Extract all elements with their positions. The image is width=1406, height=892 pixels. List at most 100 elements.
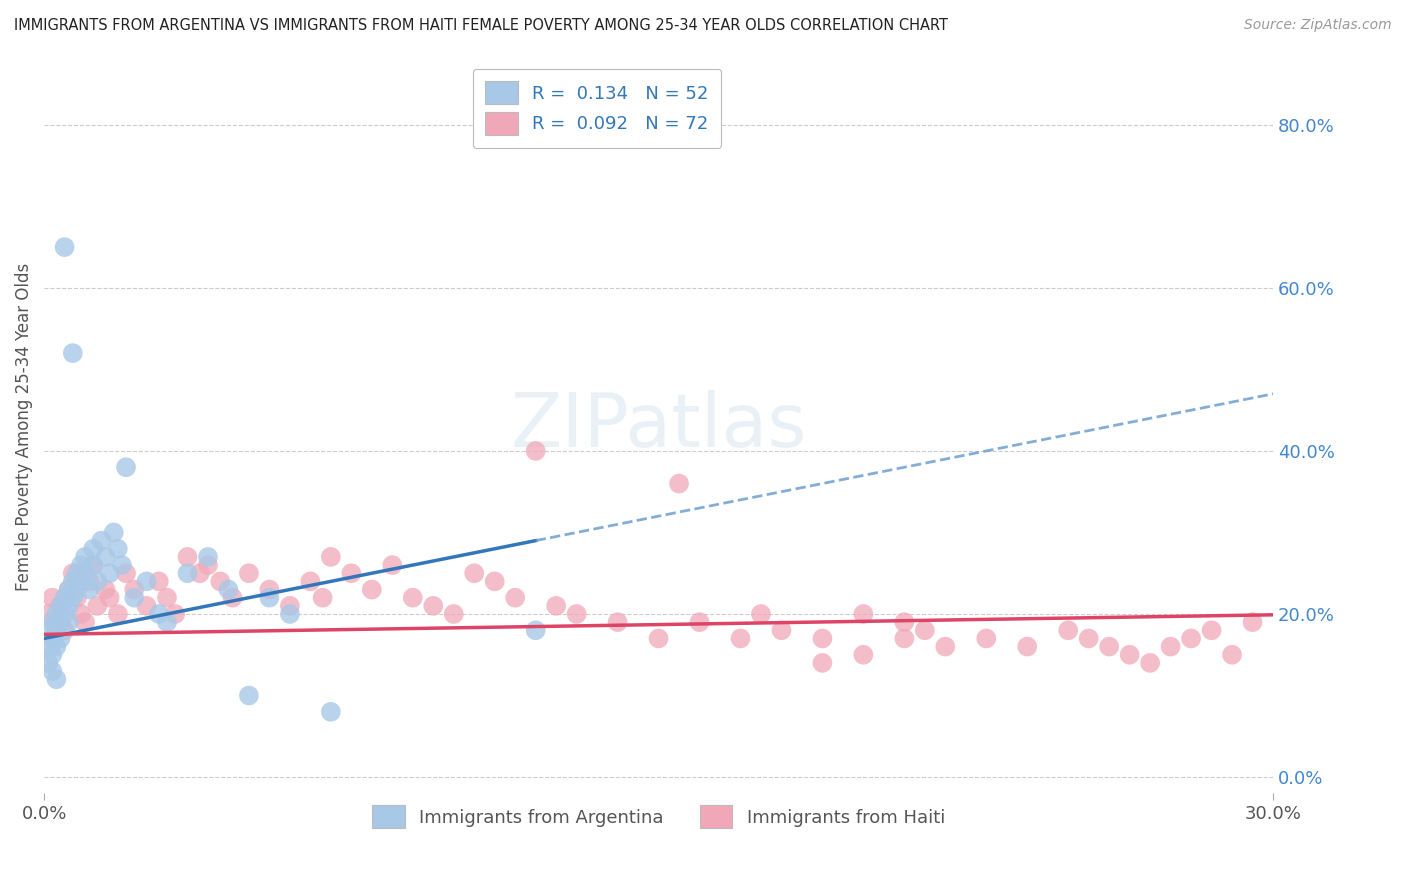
Point (75, 615, 97, 629)
Point (58, 615, 80, 629)
Point (238, 689, 260, 703)
Point (37, 640, 59, 654)
Point (70, 607, 93, 621)
Point (115, 460, 138, 475)
Point (1139, 656, 1161, 670)
Point (70, 574, 93, 589)
Point (41, 664, 63, 678)
Point (75, 549, 97, 564)
Point (1241, 615, 1264, 629)
Point (893, 615, 915, 629)
Point (524, 624, 547, 638)
Point (62, 574, 84, 589)
Point (148, 607, 170, 621)
Point (606, 615, 628, 629)
Point (730, 632, 752, 646)
Point (221, 591, 243, 605)
Point (135, 599, 157, 613)
Point (62, 346, 84, 360)
Point (49, 632, 72, 646)
Y-axis label: Female Poverty Among 25-34 Year Olds: Female Poverty Among 25-34 Year Olds (15, 262, 32, 591)
Point (1160, 640, 1182, 654)
Point (66, 591, 89, 605)
Point (402, 591, 425, 605)
Point (37, 656, 59, 670)
Point (176, 566, 198, 581)
Point (209, 574, 232, 589)
Point (41, 591, 63, 605)
Point (53, 607, 76, 621)
Point (381, 558, 404, 572)
Point (278, 599, 301, 613)
Point (49, 599, 72, 613)
Point (58, 582, 80, 597)
Point (41, 632, 63, 646)
Point (422, 599, 444, 613)
Point (360, 582, 382, 597)
Point (41, 615, 63, 629)
Point (1017, 640, 1039, 654)
Point (37, 624, 59, 638)
Point (107, 541, 129, 556)
Text: IMMIGRANTS FROM ARGENTINA VS IMMIGRANTS FROM HAITI FEMALE POVERTY AMONG 25-34 YE: IMMIGRANTS FROM ARGENTINA VS IMMIGRANTS … (14, 18, 948, 33)
Point (148, 574, 170, 589)
Point (122, 591, 145, 605)
Point (811, 656, 834, 670)
Point (299, 574, 322, 589)
Point (319, 705, 342, 719)
Point (176, 549, 198, 564)
Point (484, 574, 506, 589)
Point (77, 574, 100, 589)
Point (1118, 648, 1140, 662)
Point (111, 558, 134, 572)
Point (98, 566, 121, 581)
Point (53, 240, 76, 254)
Point (1077, 632, 1099, 646)
Point (86, 599, 108, 613)
Point (311, 591, 333, 605)
Point (103, 525, 125, 540)
Point (82, 558, 104, 572)
Point (503, 591, 526, 605)
Point (974, 632, 997, 646)
Point (86, 574, 108, 589)
Point (278, 607, 301, 621)
Text: Source: ZipAtlas.com: Source: ZipAtlas.com (1244, 18, 1392, 32)
Point (122, 582, 145, 597)
Point (70, 558, 93, 572)
Point (524, 444, 547, 458)
Point (58, 582, 80, 597)
Point (62, 566, 84, 581)
Point (90, 533, 112, 548)
Point (37, 607, 59, 621)
Point (668, 476, 690, 491)
Point (259, 591, 281, 605)
Point (340, 566, 363, 581)
Point (53, 624, 76, 638)
Point (319, 549, 342, 564)
Point (82, 558, 104, 572)
Point (107, 607, 129, 621)
Point (1098, 640, 1121, 654)
Point (94, 549, 117, 564)
Point (45, 624, 67, 638)
Point (115, 566, 138, 581)
Point (156, 615, 179, 629)
Point (58, 599, 80, 613)
Point (66, 566, 89, 581)
Point (238, 566, 260, 581)
Point (77, 582, 100, 597)
Point (647, 632, 669, 646)
Point (1057, 624, 1080, 638)
Point (770, 624, 793, 638)
Point (98, 591, 121, 605)
Point (94, 582, 117, 597)
Point (165, 607, 187, 621)
Point (62, 591, 84, 605)
Point (689, 615, 711, 629)
Point (1201, 624, 1223, 638)
Point (546, 599, 568, 613)
Point (45, 615, 67, 629)
Point (49, 615, 72, 629)
Point (463, 566, 485, 581)
